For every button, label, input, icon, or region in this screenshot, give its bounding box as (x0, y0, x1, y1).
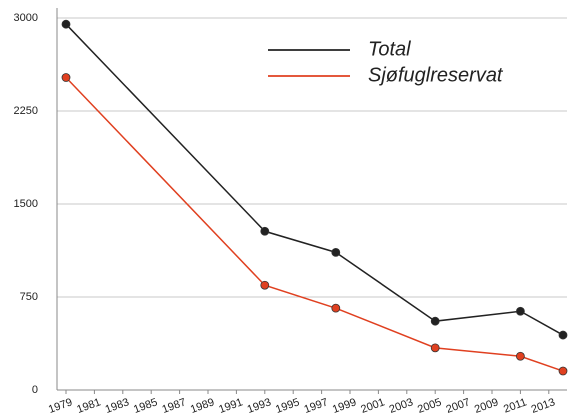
data-point (430, 343, 440, 353)
data-point (260, 226, 270, 236)
series-line (65, 77, 564, 372)
data-point (516, 306, 525, 316)
data-point (331, 247, 341, 257)
legend-label: Sjøfuglreservat (368, 64, 504, 86)
y-tick-label: 3000 (14, 12, 38, 24)
data-point (61, 73, 71, 82)
data-point (516, 351, 525, 361)
series-line (65, 23, 564, 336)
legend-label: Total (368, 38, 411, 60)
y-tick-label: 1500 (14, 198, 38, 210)
y-tick-label: 2250 (14, 105, 38, 117)
data-point (331, 303, 341, 313)
data-point (61, 19, 71, 29)
y-tick-label: 0 (32, 384, 38, 396)
data-point (558, 330, 568, 340)
data-point (260, 280, 270, 290)
y-tick-label: 750 (20, 291, 38, 303)
data-point (558, 366, 568, 376)
data-point (430, 316, 440, 326)
